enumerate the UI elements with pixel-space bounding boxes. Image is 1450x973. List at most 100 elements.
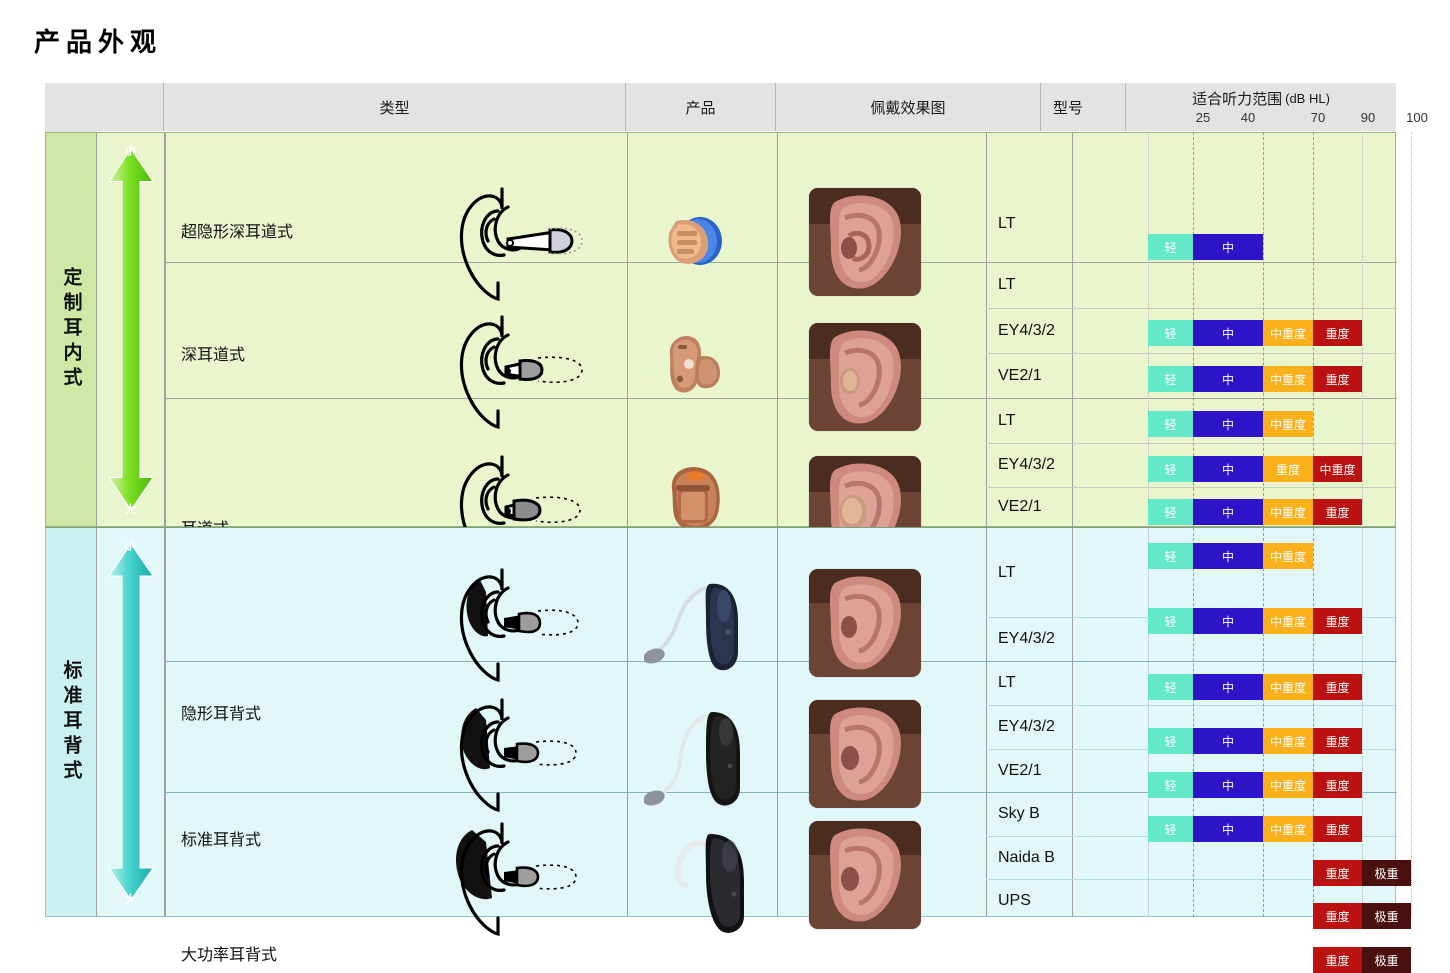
range-bar-row: 轻中中重度 重度 [1071, 499, 1396, 525]
range-segment-mod: 中 [1193, 366, 1263, 392]
arrow-cap-small-ite: 小 [125, 145, 136, 157]
range-segment-sev: 重度 [1313, 772, 1362, 798]
col-sep-range [1072, 133, 1073, 526]
range-segment-prof: 极重 [1362, 947, 1411, 973]
row-sep-ite-2 [165, 398, 1397, 399]
product-photo-ric [643, 576, 738, 686]
ruler-tick-90: 90 [1360, 110, 1376, 125]
range-segment-prof: 极重 [1362, 860, 1411, 886]
col-sep-wear [777, 133, 778, 526]
hearing-range-chart: 轻中轻中中重度 重度轻中中重度 重度轻中中重度轻中重度 中重度轻中中重度 重度轻中中重度… [1071, 132, 1412, 973]
range-segment-prof: 极重 [1362, 903, 1411, 929]
ruler-tick-70: 70 [1310, 110, 1326, 125]
col-sep-wear-bte [777, 528, 778, 916]
col-sep-model-bte [986, 528, 987, 916]
model-cell-7: LT [998, 563, 1016, 581]
range-segment-mild: 轻 [1148, 366, 1193, 392]
product-photo-itc [658, 463, 748, 542]
model-cell-0: LT [998, 214, 1016, 232]
range-segment-modsev: 中重度 [1263, 728, 1313, 754]
range-segment-sev: 重度 [1313, 608, 1362, 634]
row-sep-model-3 [986, 353, 1397, 354]
range-segment-sev: 重度 [1313, 860, 1362, 886]
range-segment-mod: 中 [1193, 772, 1263, 798]
range-segment-mod: 中 [1193, 674, 1263, 700]
row-sep-model-10 [986, 705, 1397, 706]
range-segment-modsev: 中重度 [1263, 674, 1313, 700]
wear-photo-power-bte [809, 821, 921, 929]
range-segment-mod: 中 [1193, 411, 1263, 437]
range-bar-row: 重度 极重 [1071, 947, 1411, 973]
row-sep-ite-1 [165, 262, 1397, 263]
gridline-100 [1362, 132, 1363, 917]
model-cell-2: EY4/3/2 [998, 321, 1055, 339]
range-segment-mild: 轻 [1148, 234, 1193, 260]
range-segment-mild: 轻 [1148, 816, 1193, 842]
range-segment-mod: 中 [1193, 456, 1263, 482]
col-sep-type-bte [165, 528, 166, 916]
range-bar-row: 轻中中重度 重度 [1071, 608, 1396, 634]
model-cell-4: LT [998, 411, 1016, 429]
arrow-cap-large-ite: 大 [125, 504, 136, 516]
product-photo-bte [643, 706, 740, 821]
model-cell-9: LT [998, 674, 1016, 691]
range-bar-row: 重度 极重 [1071, 903, 1411, 929]
header-hearing-range-title: 适合听力范围 (dB HL) [1126, 87, 1396, 110]
header-size-arrow-blank [96, 83, 164, 131]
range-segment-modsev: 中重度 [1263, 499, 1313, 525]
group-standard-bte: 标准耳背式 小 大 [45, 527, 1397, 964]
range-segment-modsev: 中重度 [1263, 366, 1313, 392]
header-wear-effect: 佩戴效果图 [776, 83, 1041, 131]
size-arrow-column-ite: 小 大 [97, 133, 165, 526]
model-cell-12: Sky B [998, 805, 1040, 822]
range-bar-row: 轻中中重度 重度 [1071, 728, 1396, 754]
range-segment-sev: 重度 [1313, 728, 1362, 754]
range-bar-row: 轻中中重度 重度 [1071, 366, 1396, 392]
product-photo-power-bte [652, 828, 744, 943]
product-photo-ultra-iic [658, 211, 748, 278]
model-cell-13: Naida B [998, 848, 1055, 866]
ear-diagram-ric [446, 566, 626, 686]
row-sep-model-6 [986, 487, 1397, 488]
range-segment-sev: 重度 [1313, 366, 1362, 392]
range-segment-sev: 重度 [1313, 816, 1362, 842]
range-segment-mod: 中 [1193, 234, 1263, 260]
header-corner-blank [45, 83, 96, 132]
range-segment-mild: 轻 [1148, 320, 1193, 346]
header-hearing-range: 适合听力范围(dB HL) 25407090100110 [1126, 83, 1428, 131]
range-segment-mod: 中 [1193, 543, 1263, 569]
range-segment-sev: 重度 [1313, 320, 1362, 346]
page-title: 产品外观 [34, 27, 163, 57]
range-segment-modsev: 重度 [1263, 456, 1313, 482]
range-bar-row: 轻中中重度 重度 [1071, 816, 1396, 842]
ear-diagram-bte [446, 696, 626, 816]
row-sep-bte-1 [165, 661, 1397, 662]
range-segment-mild: 轻 [1148, 499, 1193, 525]
range-bar-row: 轻中中重度 [1071, 543, 1396, 569]
range-title-text: 适合听力范围 [1192, 91, 1283, 108]
model-cell-1: LT [998, 276, 1016, 293]
range-units-text: (dB HL) [1285, 91, 1330, 106]
arrow-cap-large-bte: 大 [125, 894, 136, 906]
row-sep-bte-2 [165, 792, 1397, 793]
model-cell-11: VE2/1 [998, 761, 1042, 779]
range-segment-modsev: 中重度 [1263, 772, 1313, 798]
row-sep-model-2 [986, 308, 1397, 309]
model-cell-6: VE2/1 [998, 498, 1042, 515]
range-segment-modsev: 中重度 [1263, 816, 1313, 842]
wear-photo-ultra-iic [809, 188, 921, 296]
range-bar-row: 轻中中重度 重度 [1071, 772, 1396, 798]
model-cell-10: EY4/3/2 [998, 718, 1055, 735]
range-segment-modsev: 中重度 [1263, 411, 1313, 437]
wear-photo-cic [809, 323, 921, 431]
header-model: 型号 [1041, 83, 1126, 131]
arrow-cap-small-bte: 小 [125, 540, 136, 552]
model-cell-14: UPS [998, 891, 1031, 909]
range-segment-mild: 轻 [1148, 674, 1193, 700]
range-segment-mod: 中 [1193, 816, 1263, 842]
range-segment-mod: 中 [1193, 728, 1263, 754]
type-label-ric: 隐形耳背式 [181, 706, 262, 723]
range-bar-row: 轻中中重度 重度 [1071, 320, 1396, 346]
range-segment-mod: 中 [1193, 608, 1263, 634]
type-label-power-bte: 大功率耳背式 [181, 947, 278, 964]
